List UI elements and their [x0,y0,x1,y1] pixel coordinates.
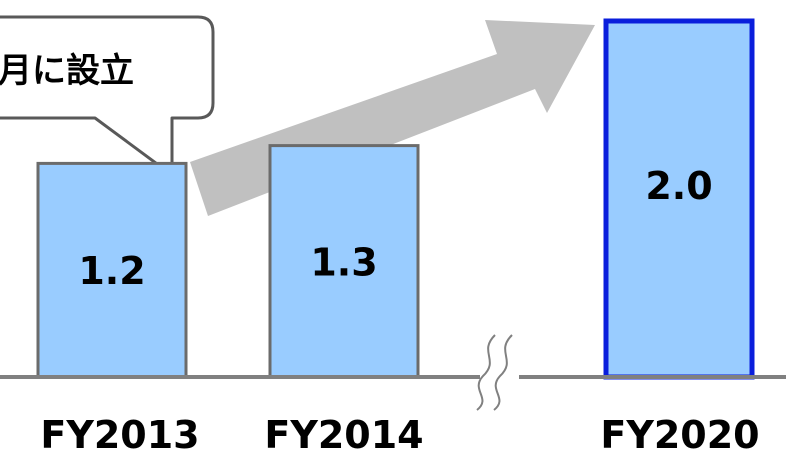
value-label-fy2014: 1.3 [310,240,377,284]
x-tick-label-fy2014: FY2014 [264,413,423,452]
axis-break-mark [493,334,513,411]
x-tick-label-fy2013: FY2013 [40,413,199,452]
axis-break-mark [476,334,496,411]
value-label-fy2020: 2.0 [645,164,712,208]
bar-fy2020 [603,18,755,380]
callout-bubble [0,15,215,177]
x-tick-label-fy2020: FY2020 [600,413,759,452]
value-label-fy2013: 1.2 [78,249,145,293]
x-tick-labels: FY2013 FY2014 FY2020 [40,413,759,452]
callout-text: 月に設立 [0,51,134,91]
